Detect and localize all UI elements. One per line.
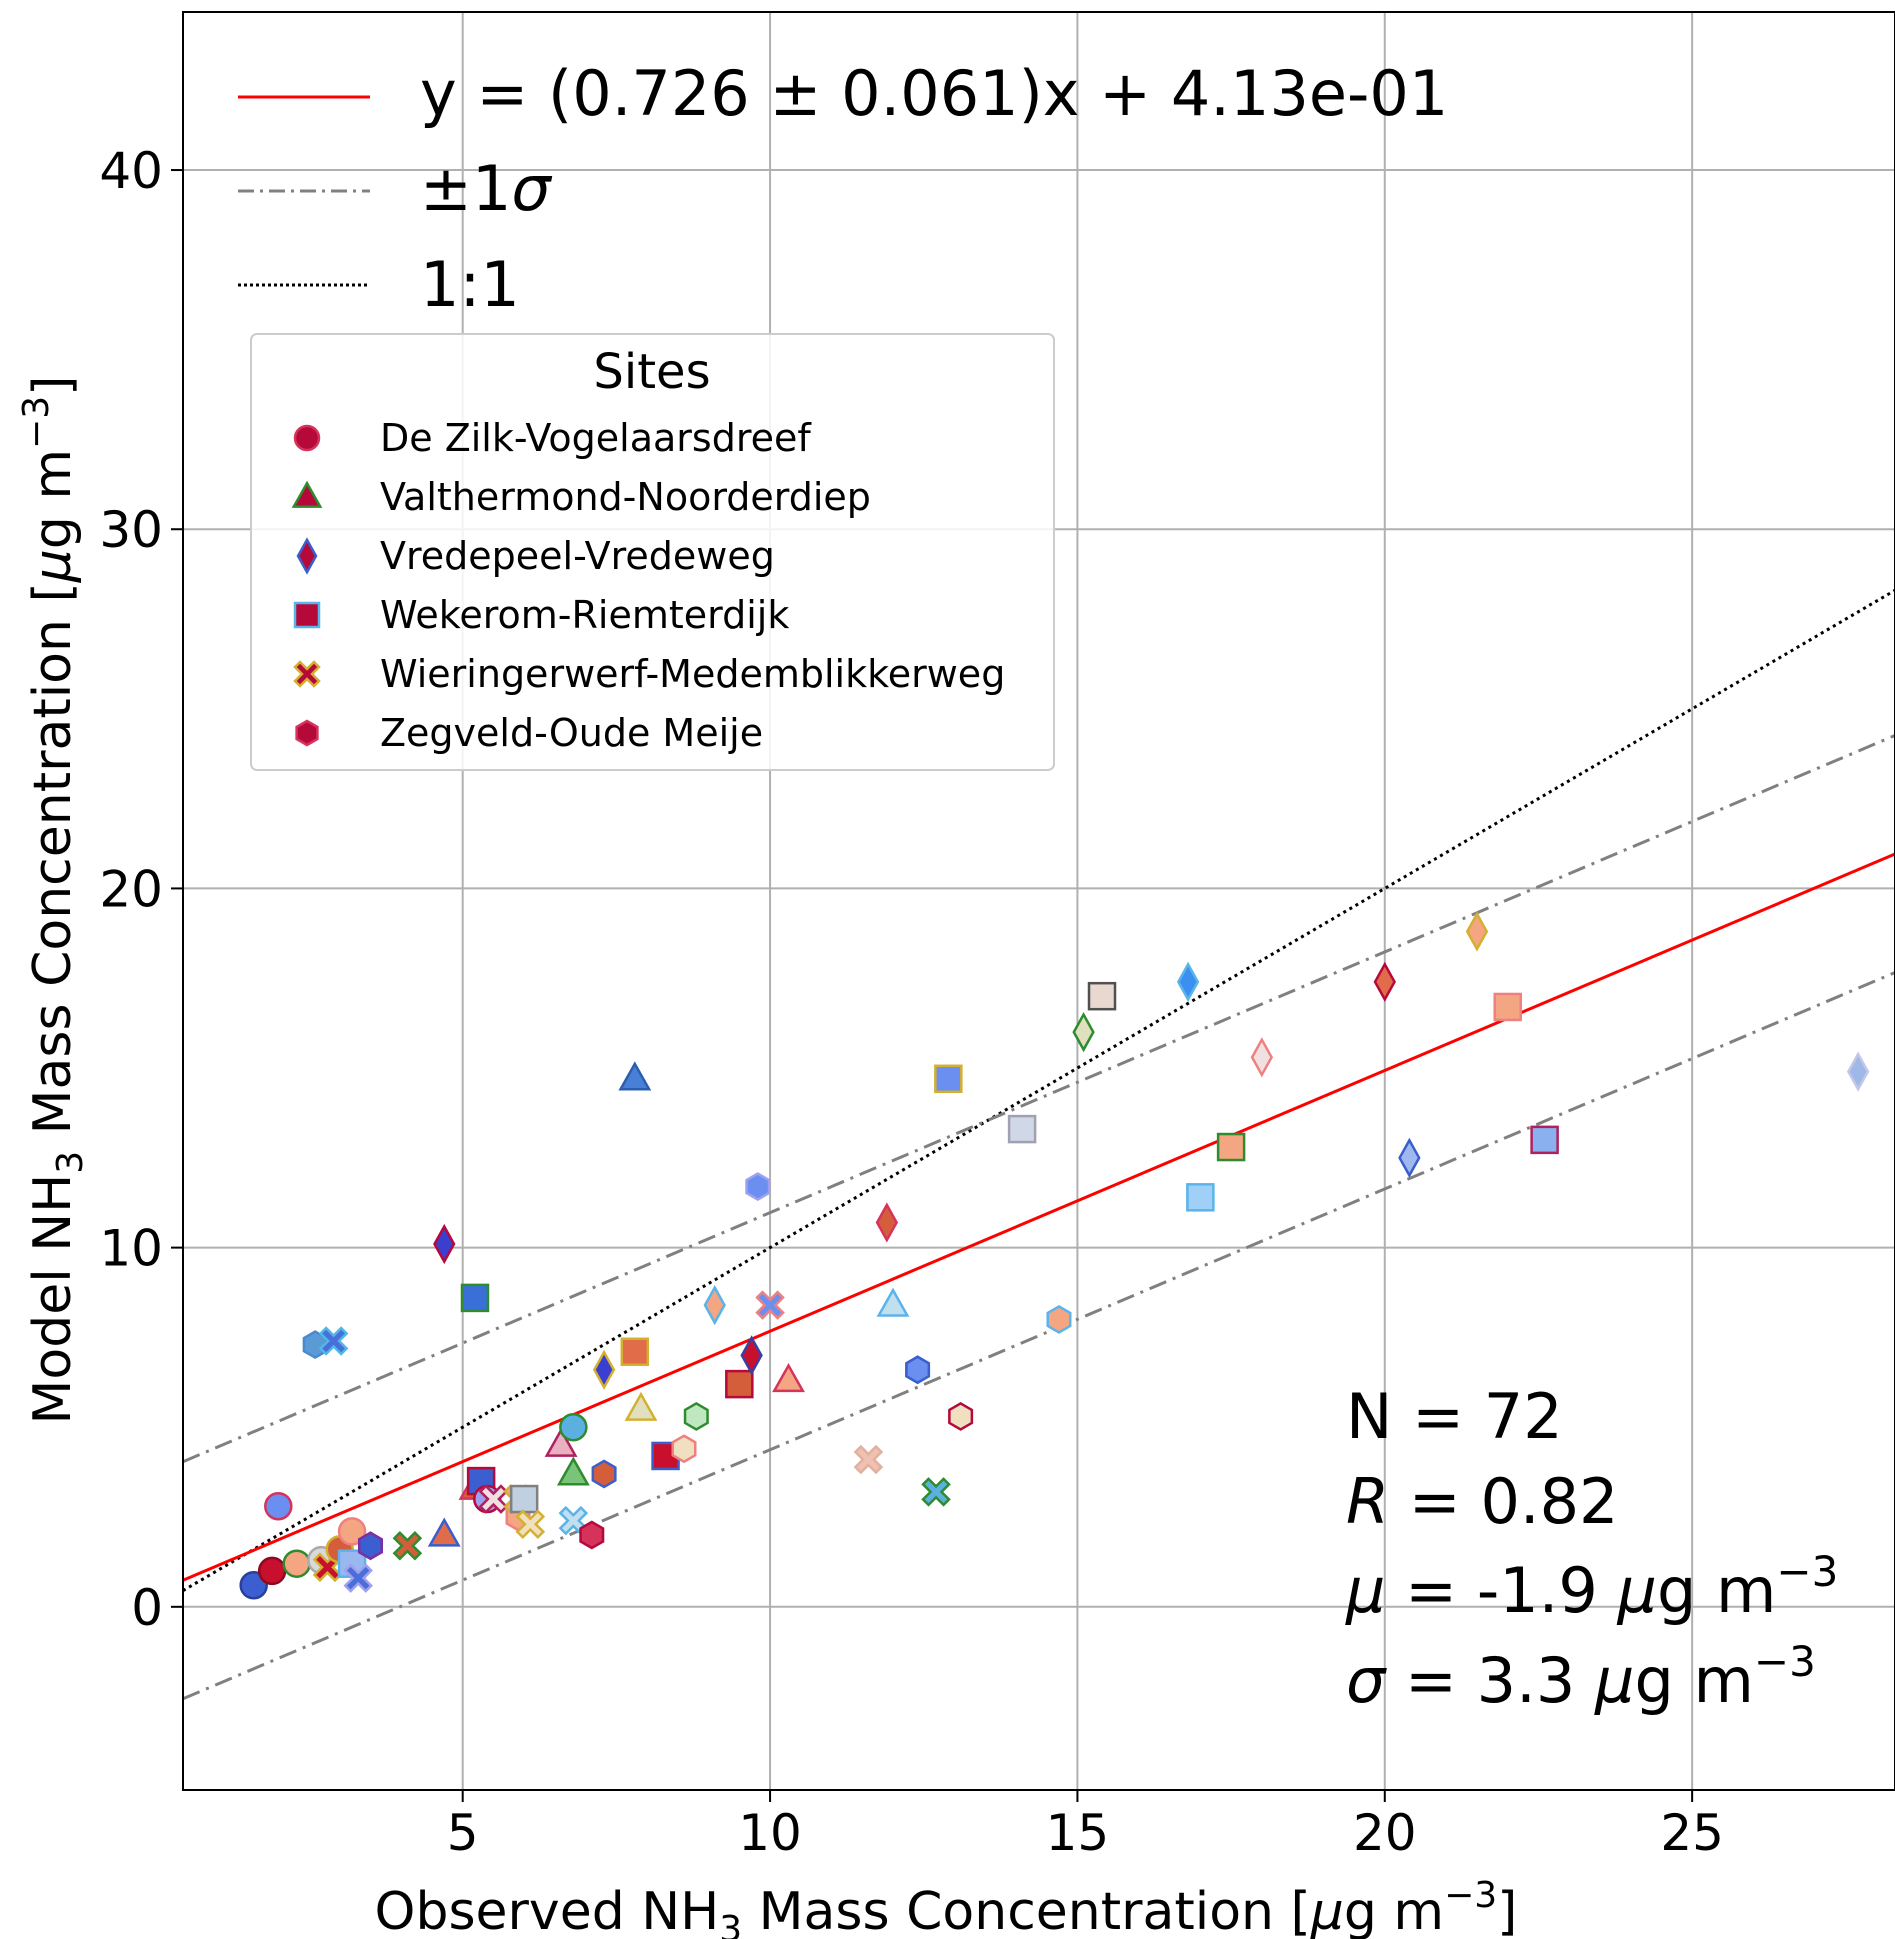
data-point-circle <box>284 1551 310 1577</box>
y-tick-label: 10 <box>99 1220 163 1278</box>
stat-mu: μ = -1.9 μg m−3 <box>1345 1547 1838 1627</box>
data-point-hexagon <box>747 1174 770 1200</box>
site-legend-marker-hexagon <box>297 721 318 745</box>
y-axis-label: Model NH3 Mass Concentration [μg m−3] <box>16 376 91 1425</box>
data-point-hexagon <box>685 1403 708 1429</box>
x-tick-label: 5 <box>447 1804 479 1862</box>
site-legend-label: Wekerom-Riemterdijk <box>380 593 789 637</box>
data-point-square <box>726 1371 752 1397</box>
stat-r: R = 0.82 <box>1346 1465 1619 1538</box>
data-point-circle <box>560 1414 586 1440</box>
stat-sigma: σ = 3.3 μg m−3 <box>1346 1637 1816 1717</box>
x-tick-label: 10 <box>738 1804 802 1862</box>
data-point-circle <box>265 1493 291 1519</box>
data-point-hexagon <box>673 1436 696 1462</box>
data-point-hexagon <box>1048 1306 1071 1332</box>
site-legend-title: Sites <box>593 344 710 400</box>
data-point-hexagon <box>581 1522 604 1548</box>
legend-one-to-one-label: 1:1 <box>420 248 520 321</box>
site-legend-item: Wieringerwerf-Medemblikkerweg <box>295 652 1005 696</box>
site-legend-marker-square <box>295 603 319 627</box>
stat-n: N = 72 <box>1346 1380 1563 1453</box>
x-axis-label: Observed NH3 Mass Concentration [μg m−3] <box>375 1875 1518 1939</box>
data-point-square <box>1187 1184 1213 1210</box>
y-tick-label: 20 <box>99 860 163 918</box>
data-point-square <box>1495 994 1521 1020</box>
data-point-square <box>1532 1127 1558 1153</box>
site-legend-label: Wieringerwerf-Medemblikkerweg <box>380 652 1005 696</box>
y-tick-label: 40 <box>99 142 163 200</box>
data-point-square <box>462 1285 488 1311</box>
data-point-square <box>511 1486 537 1512</box>
legend-sigma-label: ±1σ <box>420 152 552 225</box>
x-tick-label: 20 <box>1353 1804 1417 1862</box>
site-legend-label: Vredepeel-Vredeweg <box>380 534 775 578</box>
data-point-square <box>935 1066 961 1092</box>
site-legend-label: De Zilk-Vogelaarsdreef <box>380 416 812 460</box>
site-legend-label: Zegveld-Oude Meije <box>380 711 763 755</box>
x-tick-label: 25 <box>1660 1804 1724 1862</box>
site-legend: Sites De Zilk-Vogelaarsdreef Valthermond-… <box>251 334 1054 770</box>
data-point-circle <box>259 1558 285 1584</box>
data-point-hexagon <box>906 1357 929 1383</box>
y-tick-label: 0 <box>131 1579 163 1637</box>
site-legend-label: Valthermond-Noorderdiep <box>380 475 871 519</box>
data-point-square <box>622 1339 648 1365</box>
data-point-square <box>1089 983 1115 1009</box>
data-point-hexagon <box>593 1461 616 1487</box>
x-tick-label: 15 <box>1046 1804 1110 1862</box>
data-point-hexagon <box>949 1403 972 1429</box>
data-point-square <box>1218 1134 1244 1160</box>
data-point-hexagon <box>359 1533 382 1559</box>
y-tick-label: 30 <box>99 501 163 559</box>
legend-fit-label: y = (0.726 ± 0.061)x + 4.13e-01 <box>420 57 1448 130</box>
site-legend-marker-circle <box>295 426 319 450</box>
site-legend-item: Valthermond-Noorderdiep <box>294 475 871 519</box>
data-point-square <box>1009 1116 1035 1142</box>
